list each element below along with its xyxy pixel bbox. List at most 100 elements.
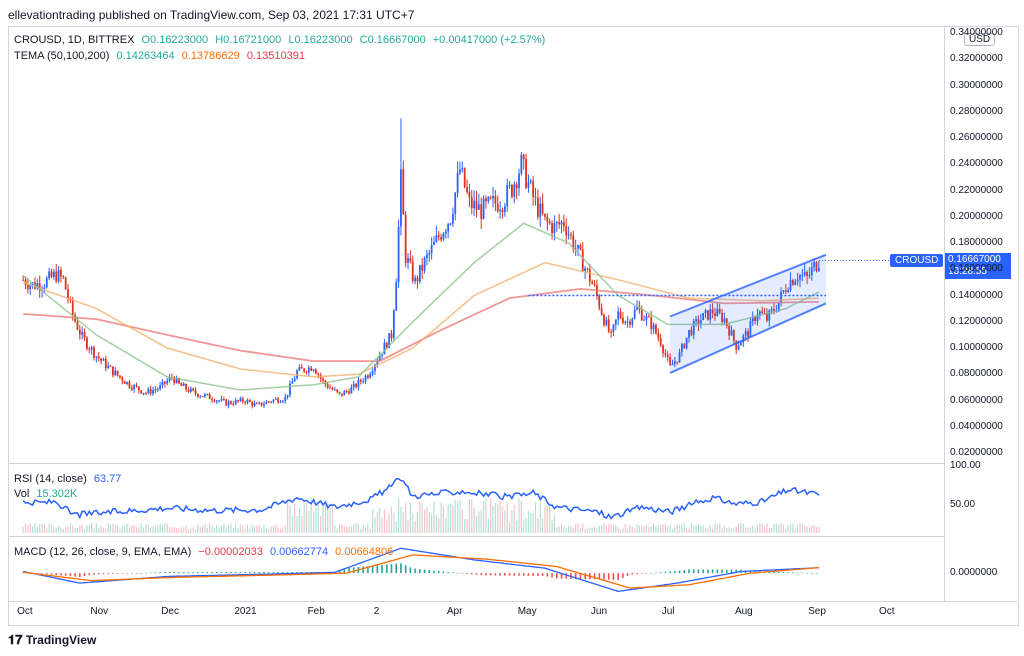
volume-bar: [584, 528, 586, 533]
candle-body: [801, 275, 804, 277]
volume-bar: [615, 525, 617, 533]
volume-bar: [395, 521, 397, 533]
volume-bar: [261, 528, 263, 533]
volume-bar: [610, 523, 612, 533]
candle-body: [520, 154, 523, 174]
macd-histogram-bar: [796, 572, 799, 574]
macd-histogram-bar: [537, 573, 539, 576]
candle-body: [414, 277, 417, 282]
volume-bar: [178, 528, 180, 533]
candle-body: [780, 291, 782, 302]
currency-button[interactable]: USD: [964, 33, 996, 46]
candle-body: [423, 258, 426, 271]
volume-bar: [62, 528, 64, 533]
candle-body: [407, 258, 409, 263]
macd-histogram-bar: [674, 571, 676, 574]
candle-body: [187, 389, 190, 392]
volume-bar: [294, 503, 296, 533]
volume-bar: [565, 528, 567, 533]
macd-histogram-bar: [352, 567, 355, 574]
volume-bar: [24, 523, 27, 533]
volume-bar: [438, 518, 440, 533]
macd-histogram-bar: [45, 573, 48, 575]
volume-bar: [563, 526, 565, 533]
volume-bar: [336, 528, 338, 533]
candle-body: [501, 209, 504, 213]
candle-body: [307, 367, 310, 373]
candle-body: [784, 290, 787, 293]
candle-body: [90, 347, 93, 350]
price-tick-label: 0.26000000: [950, 132, 1003, 143]
volume-bar: [126, 523, 128, 533]
volume-bar: [697, 523, 700, 533]
candle-body: [808, 275, 811, 277]
macd-legend: MACD (12, 26, close, 9, EMA, EMA) −0.000…: [14, 546, 397, 558]
volume-bar: [457, 501, 459, 533]
volume-bar: [442, 505, 445, 533]
volume-bar: [759, 523, 761, 533]
volume-bar: [485, 498, 487, 533]
candle-body: [251, 401, 254, 406]
candle-body: [83, 332, 86, 338]
volume-bar: [714, 523, 716, 533]
volume-bar: [46, 527, 48, 533]
candle-body: [234, 400, 237, 405]
candle-body: [761, 311, 764, 314]
volume-bar: [159, 524, 161, 533]
candle-body: [647, 316, 650, 318]
volume-bar: [397, 498, 400, 533]
macd-histogram-bar: [249, 572, 251, 574]
candle-body: [355, 383, 357, 388]
candle-body: [119, 375, 121, 378]
macd-histogram-bar: [192, 572, 194, 574]
volume-bar: [376, 512, 378, 533]
price-tick-label: 0.22000000: [950, 184, 1003, 196]
volume-bar: [235, 523, 237, 533]
candle-body: [511, 185, 513, 197]
volume-bar: [530, 512, 532, 533]
candle-body: [418, 265, 421, 282]
volume-bar: [357, 523, 360, 533]
volume-bar: [355, 523, 357, 533]
volume-bar: [704, 528, 707, 533]
price-tick-label: 0.10000000: [950, 342, 1003, 353]
candle-body: [107, 365, 110, 369]
volume-bar: [560, 524, 563, 533]
macd-histogram-bar: [607, 573, 610, 580]
candle-body: [664, 353, 667, 355]
candle-body: [475, 200, 478, 210]
candle-body: [494, 196, 497, 204]
volume-bar: [383, 509, 386, 533]
volume-bar: [301, 516, 303, 533]
candle-body: [730, 330, 733, 336]
volume-bar: [22, 527, 24, 533]
volume-bar: [227, 525, 230, 533]
macd-histogram-bar: [409, 567, 412, 574]
volume-bar: [683, 523, 685, 533]
volume-bar: [338, 523, 341, 533]
volume-bar: [232, 528, 234, 533]
volume-bar: [716, 524, 718, 533]
volume-bar: [789, 523, 792, 533]
candle-body: [121, 377, 124, 382]
volume-bar: [567, 525, 570, 533]
volume-bar: [556, 527, 558, 533]
candle-body: [357, 379, 360, 388]
candle-body: [477, 204, 480, 210]
tradingview-logo[interactable]: 𝟏𝟕 TradingView: [8, 632, 96, 648]
volume-bar: [742, 523, 744, 533]
volume-bar: [121, 526, 123, 533]
candle-body: [154, 389, 157, 391]
candle-body: [71, 300, 74, 316]
candle-body: [277, 398, 280, 403]
volume-bar: [797, 524, 799, 533]
volume-bar: [88, 525, 90, 533]
candle-body: [104, 358, 107, 369]
macd-histogram-bar: [286, 571, 289, 574]
candle-body: [237, 400, 239, 402]
candle-body: [451, 213, 454, 224]
candle-body: [343, 391, 346, 396]
candle-body: [111, 366, 114, 376]
candle-body: [133, 385, 136, 390]
